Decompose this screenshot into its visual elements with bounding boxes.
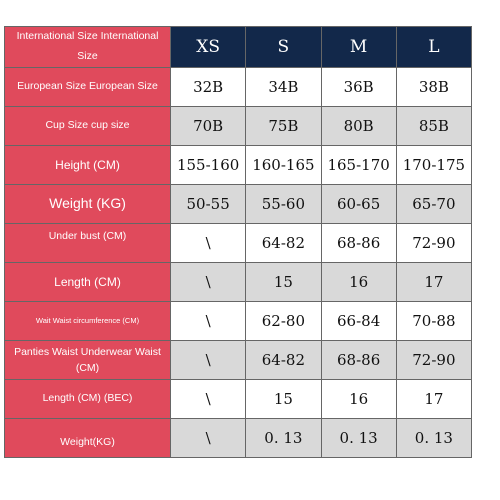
table-cell: 17 xyxy=(395,261,473,302)
row-label: Weight (KG) xyxy=(4,183,171,224)
table-cell: 34B xyxy=(245,66,322,107)
table-row: Wait Waist circumference (CM) \ 62-80 66… xyxy=(4,300,473,341)
table-cell: 66-84 xyxy=(320,300,397,341)
table-cell: 16 xyxy=(320,378,397,419)
table-row: Panties Waist Underwear Waist (CM) \ 64-… xyxy=(4,339,473,380)
table-cell: 70-88 xyxy=(395,300,473,341)
table-cell: 160-165 xyxy=(245,144,322,185)
table-row: Length (CM) \ 15 16 17 xyxy=(4,261,473,302)
table-cell: 0. 13 xyxy=(320,417,397,458)
row-label: European Size European Size xyxy=(4,66,171,107)
table-cell: 80B xyxy=(320,105,397,146)
table-cell: 15 xyxy=(245,378,322,419)
table-cell: \ xyxy=(169,378,247,419)
row-label: Panties Waist Underwear Waist (CM) xyxy=(4,339,171,380)
table-cell: 0. 13 xyxy=(395,417,473,458)
table-cell: 0. 13 xyxy=(245,417,322,458)
size-m: M xyxy=(320,26,397,68)
row-label: Weight(KG) xyxy=(4,417,171,458)
table-row: Weight(KG) \ 0. 13 0. 13 0. 13 xyxy=(4,417,473,458)
row-label: Length (CM) xyxy=(4,261,171,302)
table-cell: 38B xyxy=(395,66,473,107)
table-row: Under bust (CM) \ 64-82 68-86 72-90 xyxy=(4,222,473,263)
table-cell: 55-60 xyxy=(245,183,322,224)
table-cell: 32B xyxy=(169,66,247,107)
header-row: International Size International Size XS… xyxy=(4,26,473,68)
size-xs: XS xyxy=(169,26,247,68)
size-s: S xyxy=(245,26,322,68)
table-cell: 36B xyxy=(320,66,397,107)
table-cell: 60-65 xyxy=(320,183,397,224)
table-row: European Size European Size 32B 34B 36B … xyxy=(4,66,473,107)
table-cell: 50-55 xyxy=(169,183,247,224)
table-cell: 65-70 xyxy=(395,183,473,224)
table-cell: 68-86 xyxy=(320,222,397,263)
table-cell: \ xyxy=(169,222,247,263)
table-row: Cup Size cup size 70B 75B 80B 85B xyxy=(4,105,473,146)
table-cell: 64-82 xyxy=(245,222,322,263)
table-cell: 85B xyxy=(395,105,473,146)
table-cell: 75B xyxy=(245,105,322,146)
table-cell: 15 xyxy=(245,261,322,302)
table-row: Weight (KG) 50-55 55-60 60-65 65-70 xyxy=(4,183,473,224)
header-label: International Size International Size xyxy=(4,26,171,68)
table-cell: 155-160 xyxy=(169,144,247,185)
table-cell: 17 xyxy=(395,378,473,419)
table-cell: 72-90 xyxy=(395,339,473,380)
table-cell: 72-90 xyxy=(395,222,473,263)
row-label: Cup Size cup size xyxy=(4,105,171,146)
row-label: Wait Waist circumference (CM) xyxy=(4,300,171,341)
table-row: Length (CM) (BEC) \ 15 16 17 xyxy=(4,378,473,419)
table-cell: \ xyxy=(169,261,247,302)
row-label: Under bust (CM) xyxy=(4,222,171,263)
table-cell: 62-80 xyxy=(245,300,322,341)
table-cell: 170-175 xyxy=(395,144,473,185)
row-label: Length (CM) (BEC) xyxy=(4,378,171,419)
size-l: L xyxy=(395,26,473,68)
table-cell: \ xyxy=(169,417,247,458)
table-cell: \ xyxy=(169,339,247,380)
row-label: Height (CM) xyxy=(4,144,171,185)
table-row: Height (CM) 155-160 160-165 165-170 170-… xyxy=(4,144,473,185)
size-chart-table: International Size International Size XS… xyxy=(4,26,473,458)
table-cell: 16 xyxy=(320,261,397,302)
table-cell: 70B xyxy=(169,105,247,146)
table-cell: \ xyxy=(169,300,247,341)
table-cell: 165-170 xyxy=(320,144,397,185)
table-cell: 68-86 xyxy=(320,339,397,380)
table-cell: 64-82 xyxy=(245,339,322,380)
